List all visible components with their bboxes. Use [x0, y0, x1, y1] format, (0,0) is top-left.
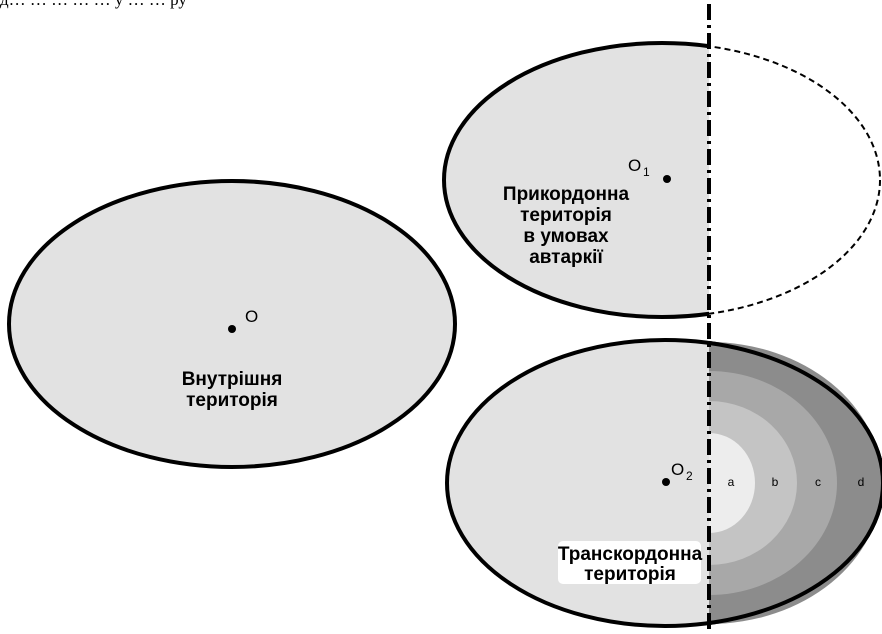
- zone-c-label: c: [815, 475, 821, 489]
- transborder-label-line2: територія: [584, 564, 676, 585]
- transborder-territory-group: O 2 a b c d Транскордонна територія: [445, 338, 882, 628]
- border-territory-dashed-half: [709, 45, 881, 315]
- center-o2-label: O: [671, 460, 684, 479]
- center-o-dot: [228, 325, 236, 333]
- border-territory-group: O 1 Прикордонна територія в умовах автар…: [442, 41, 881, 319]
- inner-territory-label-line1: Внутрішня: [182, 369, 283, 390]
- zones-group: [709, 342, 882, 624]
- center-o1-subscript: 1: [643, 165, 650, 179]
- border-territory-label-line4: автаркії: [529, 247, 603, 268]
- inner-territory-group: O Внутрішня територія: [7, 179, 457, 469]
- center-o1-label: O: [628, 156, 641, 175]
- top-caption: д… … … … … у … … ру: [0, 0, 700, 10]
- zone-a-label: a: [728, 475, 735, 489]
- center-o-label: O: [245, 307, 258, 326]
- zone-b-label: b: [772, 475, 779, 489]
- border-territory-label-line3: в умовах: [523, 226, 609, 247]
- inner-territory-ellipse: [7, 179, 457, 469]
- zone-a-area: [709, 433, 755, 533]
- border-territory-label-line2: територія: [520, 205, 612, 226]
- border-territory-label-line1: Прикордонна: [503, 184, 630, 205]
- zone-d-label: d: [858, 475, 865, 489]
- center-o1-dot: [663, 175, 671, 183]
- center-o2-dot: [662, 478, 670, 486]
- center-o2-subscript: 2: [686, 469, 693, 483]
- border-territory-ellipse: [442, 41, 709, 319]
- transborder-label-line1: Транскордонна: [558, 544, 703, 565]
- transborder-label-backdrop: [558, 541, 701, 584]
- inner-territory-label-line2: територія: [186, 390, 278, 411]
